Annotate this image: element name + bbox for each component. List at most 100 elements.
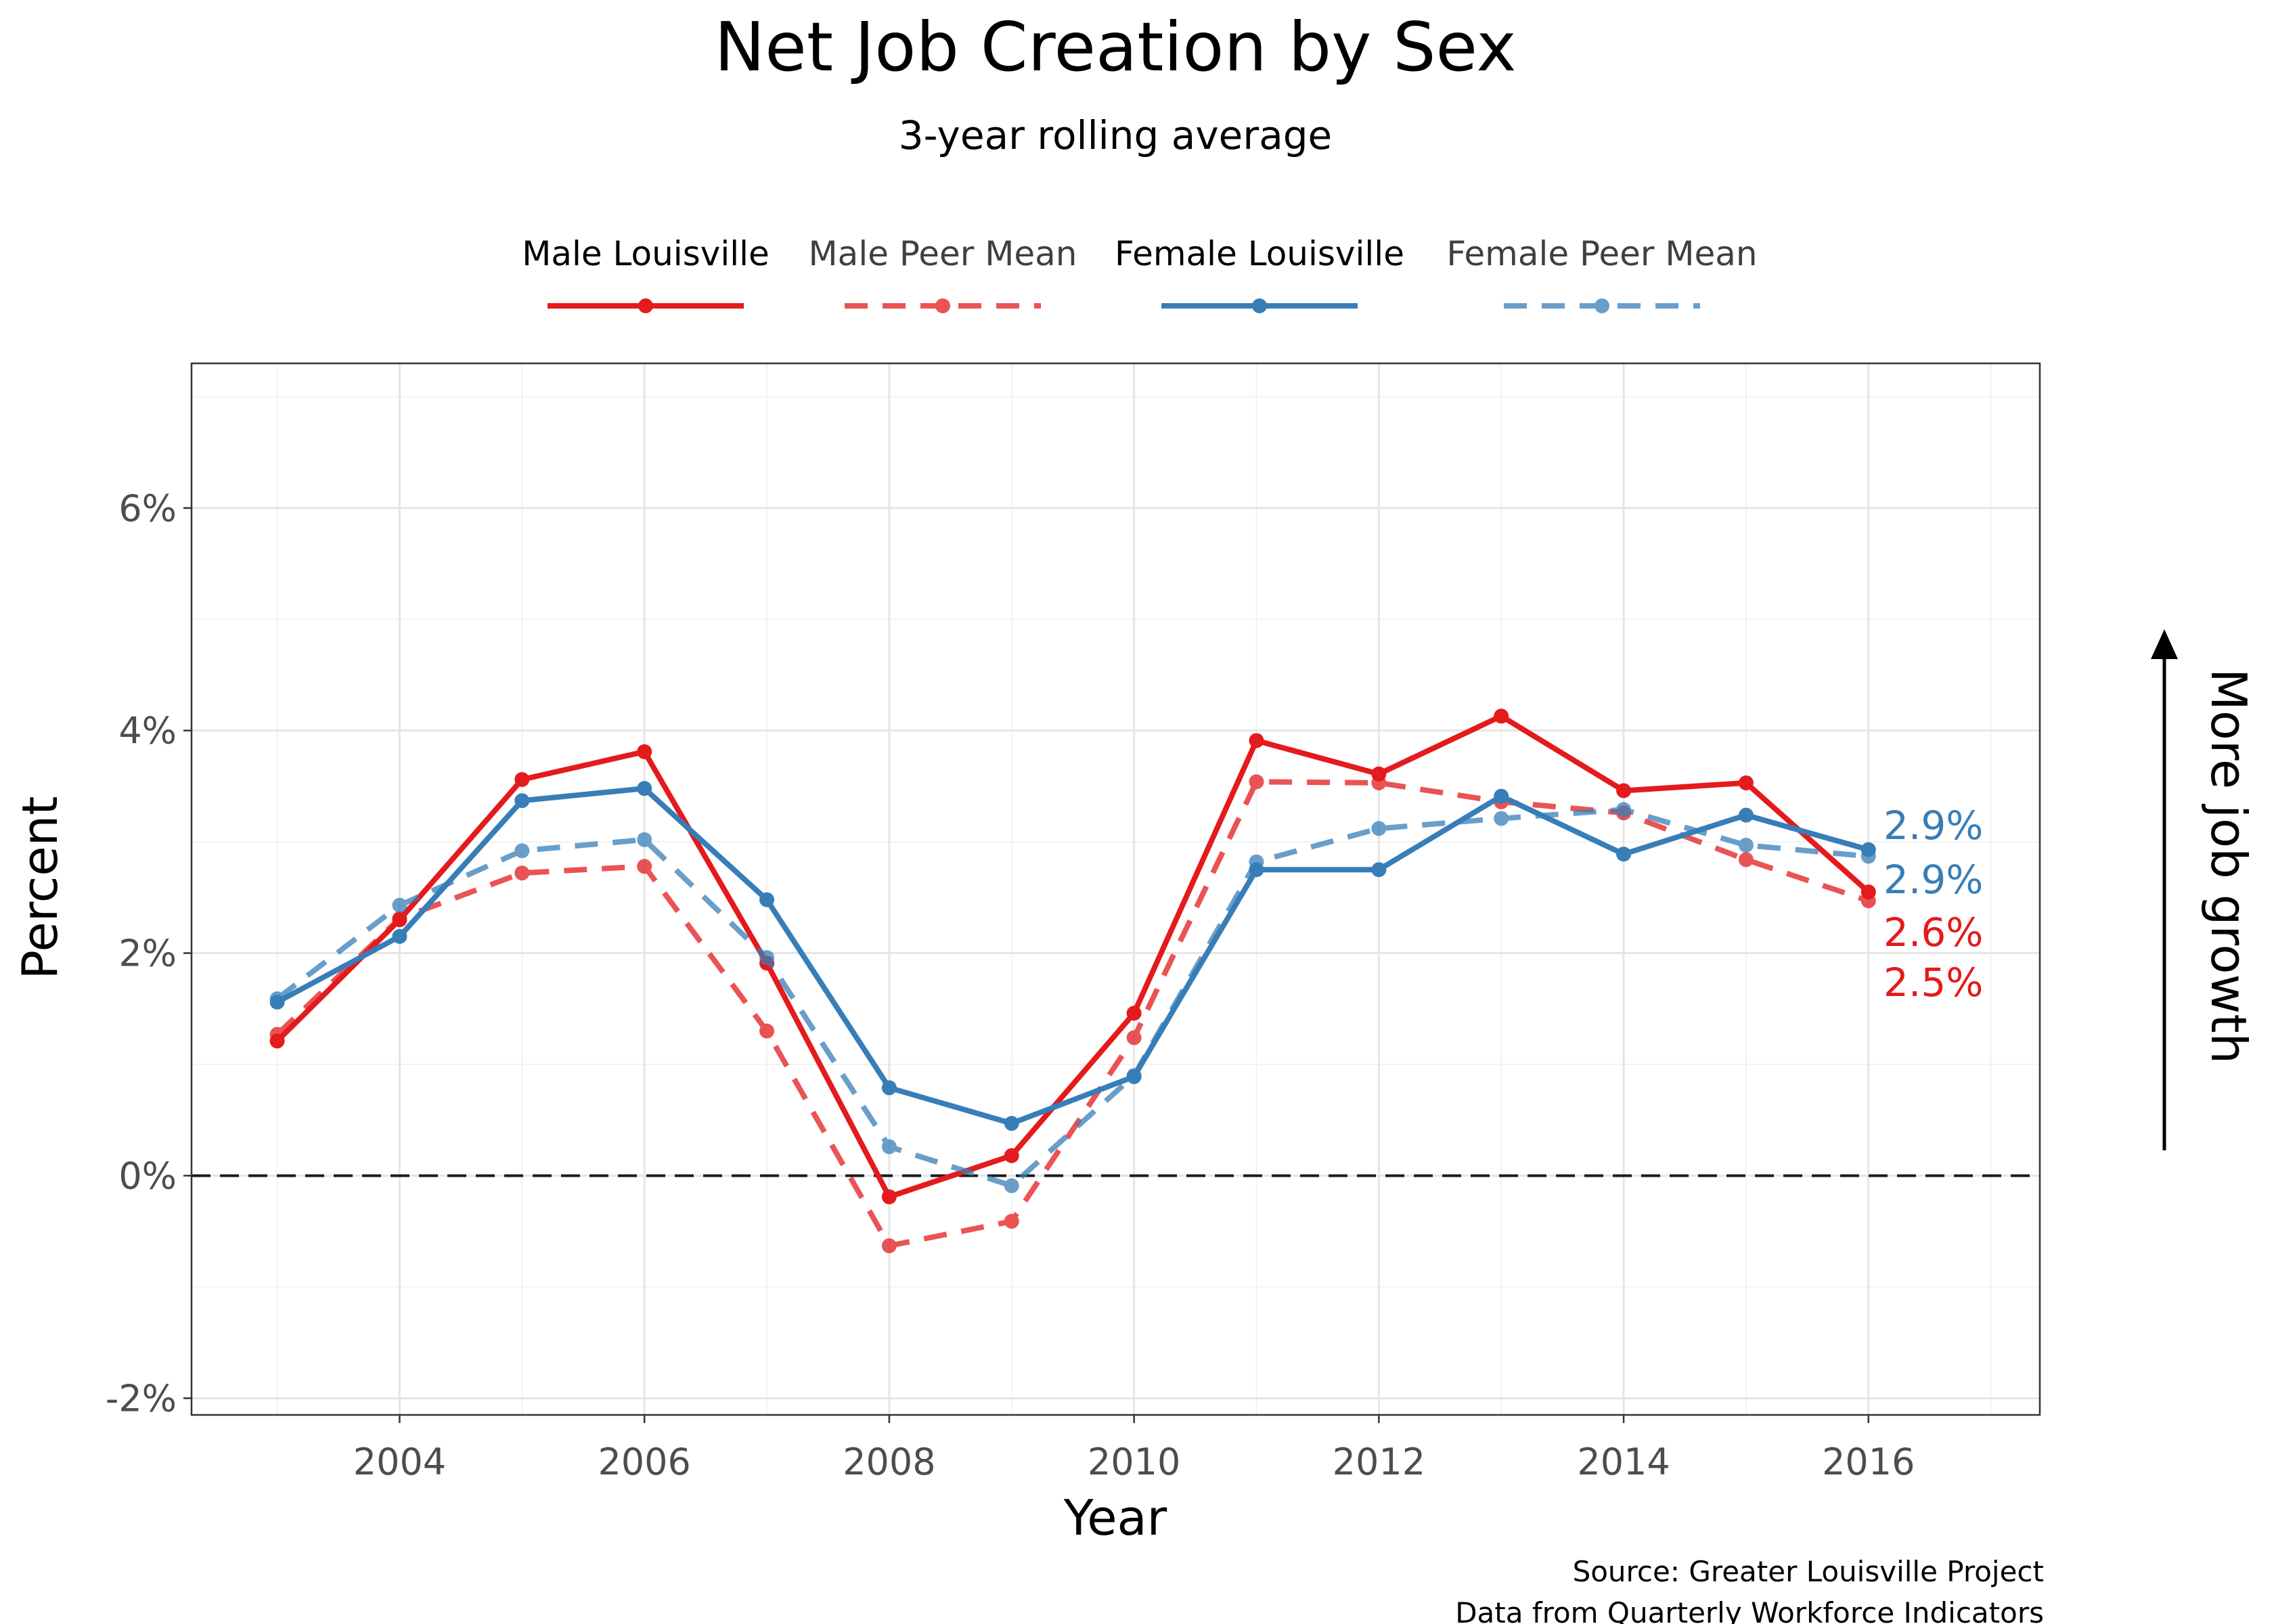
data-point	[1126, 1068, 1142, 1083]
data-point	[1494, 708, 1509, 724]
data-point	[637, 744, 652, 759]
legend: Male Louisville Male Peer Mean Female Loui…	[522, 234, 1758, 313]
x-tick-label: 2008	[843, 1441, 935, 1483]
x-tick-label: 2004	[353, 1441, 446, 1483]
data-point	[1738, 807, 1754, 823]
legend-item: Female Louisville	[1115, 234, 1404, 313]
legend-key-point	[935, 298, 950, 313]
chart-title: Net Job Creation by Sex	[714, 7, 1516, 87]
data-point	[759, 1023, 775, 1039]
up-arrow-icon	[2151, 629, 2178, 659]
data-point	[759, 950, 775, 966]
end-value-label: 2.9%	[1883, 803, 1983, 849]
data-point	[1371, 862, 1387, 878]
legend-key-point	[1252, 298, 1267, 313]
series-line	[275, 713, 1871, 1200]
data-point	[514, 843, 530, 859]
legend-key-point	[1595, 298, 1609, 313]
data-point	[1004, 1116, 1019, 1131]
legend-item: Male Louisville	[522, 234, 770, 313]
grid-minor	[192, 363, 2040, 1415]
y-tick-label: 4%	[118, 710, 177, 752]
x-tick-label: 2010	[1088, 1441, 1180, 1483]
data-point	[1860, 849, 1876, 864]
x-tick-label: 2016	[1822, 1441, 1915, 1483]
data-point	[269, 991, 285, 1006]
y-tick-label: 0%	[118, 1154, 177, 1197]
legend-key-point	[638, 298, 653, 313]
data-point	[637, 781, 652, 796]
data-point	[514, 772, 530, 788]
data-point	[637, 859, 652, 874]
plot-panel	[190, 362, 2041, 1416]
y-axis-title: Percent	[12, 796, 68, 980]
data-point	[1616, 783, 1632, 798]
series-line	[275, 786, 1869, 1127]
more-job-growth-label: More job growth	[2200, 669, 2257, 1064]
panel-border	[190, 362, 2041, 1416]
data-point	[392, 911, 407, 926]
series-line	[275, 779, 1870, 1249]
caption-source: Source: Greater Louisville Project	[1573, 1555, 2044, 1588]
data-point	[514, 865, 530, 881]
x-tick-label: 2014	[1577, 1441, 1670, 1483]
legend-label: Female Louisville	[1115, 234, 1404, 273]
y-tick-label: 2%	[118, 932, 177, 975]
data-point	[881, 1238, 897, 1254]
caption-data: Data from Quarterly Workforce Indicators	[1455, 1596, 2044, 1624]
data-point	[881, 1189, 897, 1204]
data-point	[1249, 854, 1264, 870]
x-axis: 2004 2006 2008 2010 2012 2014 2016	[353, 1415, 1915, 1483]
data-point	[392, 897, 407, 913]
data-point	[1126, 1030, 1142, 1045]
data-point	[881, 1080, 897, 1096]
x-tick-label: 2012	[1333, 1441, 1425, 1483]
data-point	[269, 1027, 285, 1042]
data-point	[1738, 852, 1754, 867]
data-point	[1738, 838, 1754, 853]
more-job-growth-annotation: More job growth	[2151, 629, 2257, 1150]
series-female-louisville	[269, 781, 1876, 1131]
end-value-label: 2.9%	[1883, 857, 1983, 903]
data-point	[1004, 1178, 1019, 1194]
data-point	[1494, 811, 1509, 826]
series-male-peer-mean	[269, 774, 1876, 1254]
chart-subtitle: 3-year rolling average	[899, 112, 1333, 158]
legend-item: Male Peer Mean	[809, 234, 1077, 313]
y-tick-label: 6%	[118, 487, 177, 530]
grid-major	[192, 363, 2040, 1415]
legend-label: Male Louisville	[522, 234, 770, 273]
series-female-peer-mean	[269, 802, 1876, 1194]
legend-item: Female Peer Mean	[1446, 234, 1758, 313]
end-labels: 2.9% 2.9% 2.6% 2.5%	[1883, 803, 1983, 1006]
data-point	[1004, 1148, 1019, 1163]
data-point	[637, 832, 652, 847]
end-value-label: 2.5%	[1883, 960, 1983, 1006]
series-line	[275, 807, 1869, 1189]
data-point	[1494, 788, 1509, 804]
data-point	[1738, 775, 1754, 790]
data-point	[1126, 1006, 1142, 1021]
x-tick-label: 2006	[598, 1441, 690, 1483]
data-point	[392, 928, 407, 944]
legend-label: Male Peer Mean	[809, 234, 1077, 273]
data-point	[1004, 1213, 1019, 1229]
y-axis: -2% 0% 2% 4% 6%	[106, 487, 192, 1420]
data-point	[514, 793, 530, 809]
data-point	[1860, 893, 1876, 909]
data-point	[1249, 774, 1264, 790]
legend-label: Female Peer Mean	[1446, 234, 1757, 273]
caption: Source: Greater Louisville Project Data …	[1455, 1555, 2044, 1624]
end-value-label: 2.6%	[1883, 909, 1983, 955]
data-point	[1616, 802, 1632, 817]
y-tick-label: -2%	[106, 1377, 177, 1420]
data-point	[1616, 847, 1632, 862]
data-point	[759, 892, 775, 907]
series-layer	[269, 708, 1876, 1254]
data-point	[1371, 775, 1387, 790]
x-axis-title: Year	[1063, 1489, 1167, 1546]
data-point	[1371, 821, 1387, 836]
data-point	[1249, 733, 1264, 748]
data-point	[881, 1139, 897, 1154]
